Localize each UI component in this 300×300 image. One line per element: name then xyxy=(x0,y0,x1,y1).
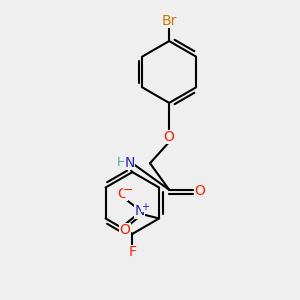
Text: F: F xyxy=(128,245,136,259)
Text: N: N xyxy=(134,204,145,218)
Text: O: O xyxy=(119,223,130,237)
Text: −: − xyxy=(123,184,133,197)
Text: O: O xyxy=(164,130,175,144)
Text: Br: Br xyxy=(161,14,177,28)
Text: O: O xyxy=(117,187,128,201)
Text: N: N xyxy=(124,156,135,170)
Text: H: H xyxy=(116,156,126,169)
Text: +: + xyxy=(141,202,149,212)
Text: O: O xyxy=(195,184,206,198)
